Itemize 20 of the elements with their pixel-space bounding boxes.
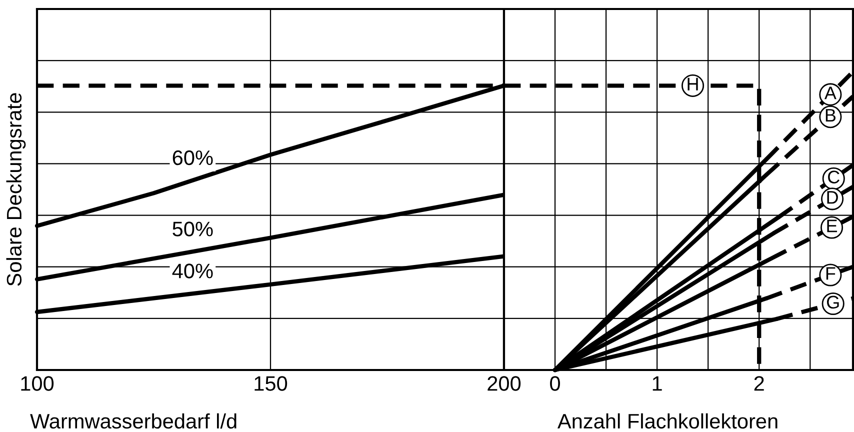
series-label: 40% [172, 264, 213, 278]
x-axis-title: Warmwasserbedarf l/d [30, 413, 236, 429]
series-label: A [824, 86, 836, 100]
legend-label: E [827, 220, 838, 232]
series-label: 60% [172, 150, 213, 166]
legend-label: G [826, 296, 839, 309]
x-axis-title: Anzahl Flachkollektoren [557, 413, 778, 429]
x-tick-label: 200 [488, 376, 521, 391]
x-tick-label: 2 [754, 376, 764, 391]
y-axis-title: Solare Deckungsrate [6, 93, 26, 286]
series-label: C [828, 170, 840, 184]
series-label: 50% [172, 222, 213, 236]
legend-label: D [827, 191, 838, 204]
x-tick-label: 150 [254, 376, 288, 391]
x-tick-label: 1 [652, 376, 662, 391]
series-label: H [688, 78, 698, 90]
legend-label: B [826, 109, 836, 122]
series-label: F [826, 267, 836, 280]
x-tick-label: 0 [550, 376, 560, 391]
x-tick-label: 100 [21, 376, 54, 391]
